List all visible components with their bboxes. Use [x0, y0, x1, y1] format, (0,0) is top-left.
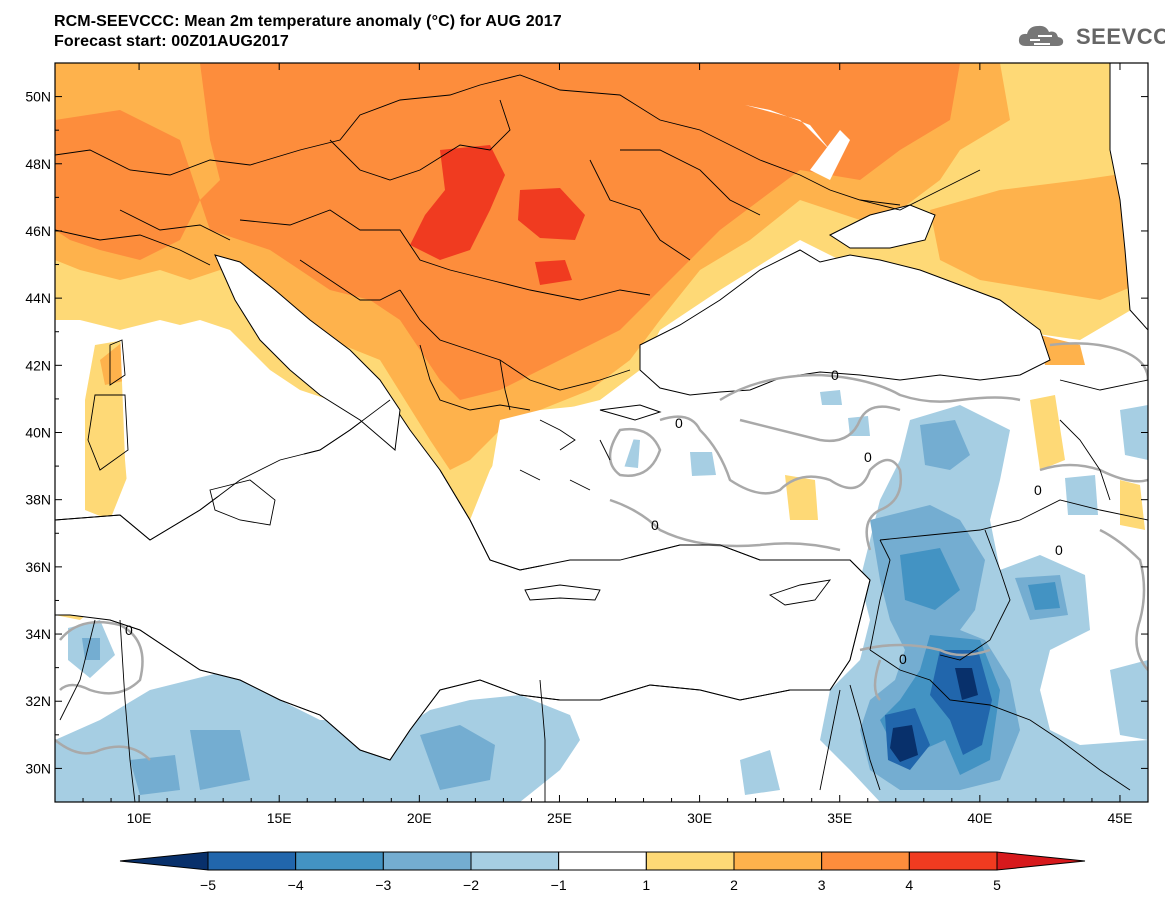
lat-label: 42N — [25, 357, 51, 373]
anomaly-region-minus3 — [1028, 582, 1060, 610]
lat-label: 48N — [25, 156, 51, 172]
anomaly-region-minus2 — [130, 755, 180, 795]
colorbar-segment — [207, 851, 297, 871]
anomaly-region-minus5 — [890, 725, 918, 762]
anomaly-region-plus1 — [1120, 480, 1145, 530]
chart-subtitle: Forecast start: 00Z01AUG2017 — [54, 33, 289, 50]
colorbar-label: −3 — [375, 877, 391, 893]
contour-label: 0 — [1034, 482, 1042, 498]
lat-label: 50N — [25, 89, 51, 105]
lat-label: 32N — [25, 693, 51, 709]
colorbar-label: 1 — [642, 877, 650, 893]
sea-of-marmara — [599, 404, 662, 421]
lat-label: 36N — [25, 559, 51, 575]
colorbar-label: 5 — [993, 877, 1001, 893]
anomaly-region-minus4 — [930, 650, 992, 755]
lat-label: 40N — [25, 425, 51, 441]
contour-labels: 0 0 0 0 0 0 0 0 — [125, 367, 1063, 667]
lon-label: 35E — [827, 810, 852, 826]
colorbar-segment — [996, 851, 1086, 871]
azov-sea — [828, 204, 936, 249]
country-borders — [55, 74, 1148, 802]
black-sea — [639, 249, 1051, 396]
colorbar-segment — [382, 851, 472, 871]
contour-label: 0 — [831, 367, 839, 383]
cloud-logo-icon — [1018, 25, 1064, 46]
colorbar: −5 −4 −3 −2 −1 1 2 3 4 5 — [119, 851, 1086, 893]
adriatic-sea — [214, 254, 401, 451]
lat-label: 38N — [25, 492, 51, 508]
anomaly-region-minus1 — [1120, 405, 1148, 460]
colorbar-segment — [821, 851, 910, 871]
colorbar-label: −5 — [200, 877, 216, 893]
anomaly-region-plus2 — [930, 170, 1148, 300]
colorbar-segment — [645, 851, 735, 871]
lon-label: 15E — [267, 810, 292, 826]
colorbar-label: −1 — [551, 877, 567, 893]
colorbar-segment — [119, 851, 209, 871]
coastlines — [55, 399, 871, 761]
islands — [87, 339, 832, 606]
lon-label: 45E — [1108, 810, 1133, 826]
anomaly-region-minus1 — [690, 452, 716, 476]
contour-label: 0 — [651, 517, 659, 533]
anomaly-region-plus3 — [55, 110, 200, 260]
lat-label: 44N — [25, 290, 51, 306]
zero-contours — [55, 342, 1148, 761]
lat-label: 46N — [25, 223, 51, 239]
latitude-axis: 50N 48N 46N 44N 42N 40N 38N 36N 34N 32N 30N — [25, 62, 1148, 803]
anomaly-region-minus2 — [420, 725, 495, 790]
anomaly-region-minus1 — [1110, 660, 1148, 740]
lake-streak — [810, 130, 850, 180]
contour-label: 0 — [899, 651, 907, 667]
chart-title: RCM-SEEVCCC: Mean 2m temperature anomaly… — [54, 13, 562, 30]
anomaly-region-plus1 — [785, 475, 818, 520]
colorbar-segment — [295, 851, 384, 871]
anomaly-region-minus2 — [82, 638, 100, 660]
logo-text: SEEVCCC — [1076, 24, 1165, 49]
lon-label: 20E — [407, 810, 432, 826]
anomaly-region-minus1 — [740, 750, 780, 795]
anomaly-region-minus2 — [920, 420, 970, 470]
tyrrhenian-sea — [120, 320, 320, 520]
anomaly-region-plus4 — [410, 145, 505, 260]
lon-label: 40E — [967, 810, 992, 826]
anomaly-region-plus1 — [85, 340, 130, 520]
lat-label: 30N — [25, 760, 51, 776]
colorbar-segment — [733, 851, 823, 871]
anomaly-region-minus1 — [1065, 475, 1098, 515]
anomaly-region-minus3 — [900, 548, 960, 610]
contour-label: 0 — [675, 415, 683, 431]
longitude-axis: 10E 15E 20E 25E 30E 35E 40E 45E — [54, 63, 1149, 826]
anomaly-region-plus2 — [1040, 335, 1085, 365]
anomaly-region-minus1 — [820, 390, 842, 405]
colorbar-label: −4 — [288, 877, 304, 893]
chart-title-block: RCM-SEEVCCC: Mean 2m temperature anomaly… — [54, 12, 562, 52]
colorbar-label: 3 — [818, 877, 826, 893]
colorbar-segment — [908, 851, 998, 871]
colorbar-label: 2 — [730, 877, 738, 893]
lon-label: 30E — [687, 810, 712, 826]
anomaly-region-plus3 — [200, 63, 960, 400]
colorbar-label: 4 — [905, 877, 913, 893]
caspian-sea — [1109, 63, 1148, 331]
colorbar-segment — [558, 851, 647, 871]
lon-label: 10E — [127, 810, 152, 826]
anomaly-region-minus2 — [190, 730, 250, 790]
anomaly-field: 0 0 0 0 0 0 0 0 — [55, 63, 1148, 802]
contour-label: 0 — [125, 622, 133, 638]
anomaly-region-minus5 — [955, 668, 978, 700]
anomaly-region-plus1 — [1030, 395, 1065, 470]
anomaly-region-plus4 — [535, 260, 572, 285]
seevccc-logo: SEEVCCC — [1016, 20, 1165, 54]
colorbar-label: −2 — [463, 877, 479, 893]
contour-label: 0 — [1055, 542, 1063, 558]
aegean-sea — [490, 400, 640, 570]
contour-label: 0 — [864, 449, 872, 465]
lat-label: 34N — [25, 626, 51, 642]
anomaly-region-plus4 — [518, 188, 585, 240]
lon-label: 25E — [547, 810, 572, 826]
colorbar-segment — [470, 851, 560, 871]
